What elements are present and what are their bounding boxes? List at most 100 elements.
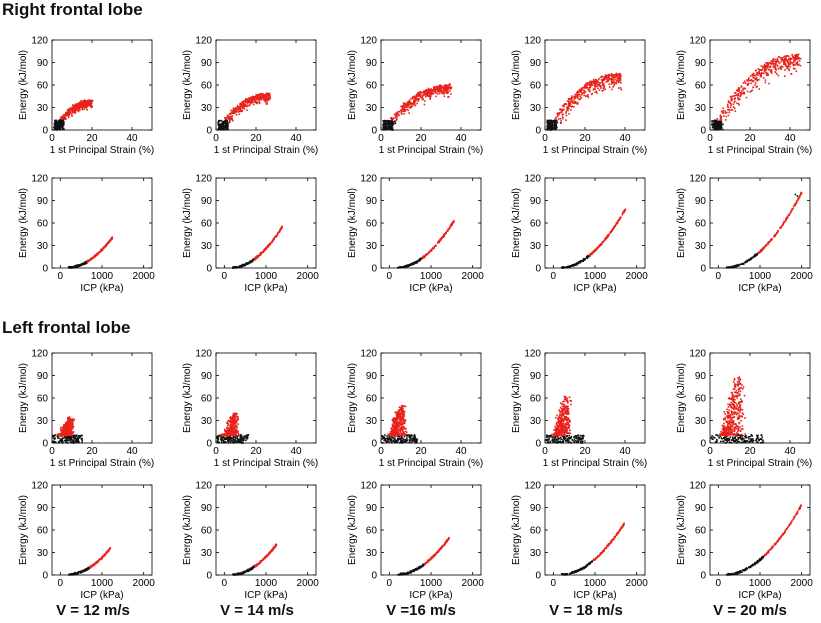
data-point: [432, 247, 434, 250]
data-point: [715, 127, 717, 130]
data-point: [555, 125, 557, 128]
data-point: [556, 126, 558, 129]
data-point: [767, 66, 769, 69]
data-point: [588, 89, 591, 91]
data-point: [68, 417, 71, 419]
data-point: [719, 123, 722, 126]
data-point: [583, 85, 586, 88]
data-point: [730, 108, 733, 111]
data-point: [276, 232, 279, 235]
data-point: [217, 436, 220, 439]
data-point: [92, 257, 94, 259]
data-point: [58, 121, 61, 123]
data-point: [781, 66, 784, 68]
data-point: [425, 94, 428, 96]
data-point: [608, 76, 610, 79]
data-point: [57, 437, 59, 439]
data-point: [245, 104, 247, 106]
data-point: [794, 54, 796, 57]
data-point: [423, 103, 426, 106]
data-point: [403, 108, 406, 110]
data-point: [74, 112, 76, 114]
data-point: [243, 439, 245, 441]
x-tick-label: 2000: [462, 271, 485, 282]
data-point: [746, 90, 749, 93]
data-point: [571, 95, 573, 97]
data-point: [767, 73, 769, 75]
data-point: [73, 266, 75, 268]
x-axis-label: 1 st Principal Strain (%): [708, 145, 812, 156]
y-tick-label: 60: [37, 81, 49, 92]
data-point: [240, 102, 243, 105]
data-point: [85, 262, 88, 265]
data-point: [58, 434, 60, 436]
data-point: [762, 72, 765, 75]
data-point: [243, 105, 246, 107]
data-point: [794, 59, 797, 61]
x-tick-label: 2000: [791, 271, 814, 282]
data-point: [54, 434, 56, 436]
y-axis-label: Energy (kJ/mol): [18, 50, 29, 120]
data-point: [232, 440, 234, 443]
data-point: [69, 430, 72, 433]
data-point: [789, 65, 792, 68]
data-point: [72, 441, 74, 444]
data-point: [217, 435, 220, 437]
data-point: [777, 61, 780, 63]
data-point: [769, 66, 771, 68]
data-point: [236, 435, 238, 438]
data-point: [615, 222, 618, 225]
y-tick-label: 90: [37, 371, 49, 382]
data-point: [241, 439, 244, 441]
data-point: [561, 109, 563, 111]
data-point: [70, 432, 72, 435]
data-point: [100, 248, 103, 251]
data-point: [604, 88, 607, 91]
data-point: [769, 69, 771, 71]
data-point: [618, 72, 621, 75]
data-point: [767, 242, 769, 244]
data-point: [549, 125, 551, 128]
data-point: [563, 266, 566, 269]
data-point: [560, 266, 563, 269]
data-point: [603, 79, 605, 82]
data-point: [770, 239, 773, 241]
data-point: [571, 105, 574, 107]
data-point: [575, 92, 578, 94]
data-point: [752, 86, 755, 89]
data-point: [573, 263, 576, 266]
data-point: [742, 92, 745, 95]
data-point: [766, 65, 769, 68]
data-point: [392, 118, 394, 121]
data-point: [416, 98, 418, 100]
data-point: [390, 127, 392, 130]
data-point: [69, 426, 72, 429]
data-point: [737, 97, 739, 99]
data-point: [242, 101, 245, 104]
data-point: [81, 108, 84, 111]
data-point: [772, 60, 775, 63]
data-point: [568, 112, 570, 115]
data-point: [774, 65, 776, 68]
data-point: [612, 80, 615, 83]
data-point: [99, 250, 102, 253]
data-point: [227, 436, 230, 439]
data-point: [609, 232, 611, 235]
data-point: [619, 79, 622, 82]
data-point: [79, 436, 81, 439]
data-point: [583, 89, 585, 92]
data-point: [594, 88, 597, 90]
data-point: [434, 88, 437, 91]
data-point: [383, 124, 386, 127]
data-point: [63, 431, 66, 434]
data-point: [773, 235, 775, 238]
data-point: [249, 100, 252, 102]
data-point: [760, 74, 762, 77]
y-tick-label: 60: [695, 81, 707, 92]
data-point: [611, 229, 613, 231]
y-tick-label: 30: [37, 241, 49, 252]
data-point: [792, 61, 795, 63]
data-point: [437, 88, 440, 90]
data-point: [72, 425, 74, 428]
data-point: [62, 119, 64, 122]
